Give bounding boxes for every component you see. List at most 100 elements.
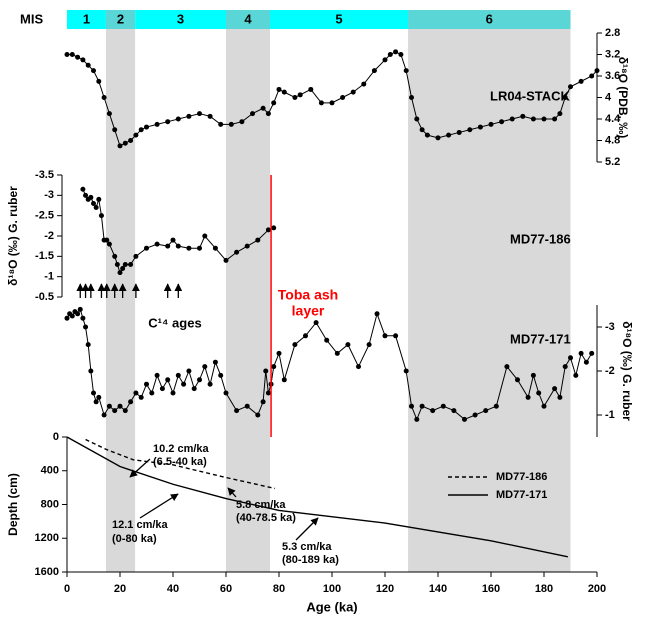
y-tick-label: -1.5 (35, 250, 54, 262)
data-point (313, 320, 319, 326)
data-point (499, 119, 505, 125)
data-point (552, 116, 558, 122)
data-point (244, 243, 250, 249)
data-point (451, 408, 457, 414)
data-point (520, 113, 526, 119)
x-tick-label: 20 (114, 583, 126, 595)
data-point (263, 368, 269, 374)
mis-segment (408, 10, 571, 29)
annotation: C¹⁴ ages (148, 315, 201, 330)
data-point (96, 78, 102, 84)
x-tick-label: 60 (220, 583, 232, 595)
data-point (93, 205, 99, 211)
data-point (276, 350, 282, 356)
mis-label: 2 (117, 11, 124, 26)
data-point (159, 386, 165, 392)
data-point (228, 121, 234, 127)
data-point (488, 121, 494, 127)
series-line (66, 436, 568, 558)
data-point (165, 377, 171, 383)
data-point (361, 81, 367, 87)
x-axis-label: Age (ka) (306, 599, 357, 614)
data-point (154, 241, 160, 247)
data-point (265, 390, 271, 396)
data-point (239, 119, 245, 125)
y-axis-label: δ¹⁸O (‰) G. ruber (620, 321, 634, 421)
y-tick-label: 0 (53, 431, 59, 443)
annotation: (0-80 ka) (112, 533, 157, 545)
data-point (83, 324, 89, 330)
y-tick-label: -3.5 (35, 169, 54, 181)
annotation-arrow (129, 458, 151, 478)
annotation: 5.3 cm/ka (282, 541, 332, 553)
annotation: 5.8 cm/ka (236, 499, 286, 511)
data-point (85, 342, 91, 348)
data-point (96, 196, 102, 202)
data-point (106, 403, 112, 409)
data-point (101, 95, 107, 100)
data-point (493, 403, 499, 409)
data-point (530, 116, 536, 122)
data-point (122, 261, 128, 267)
data-point (515, 377, 520, 383)
annotation: 10.2 cm/ka (153, 443, 210, 455)
annotation: layer (292, 303, 325, 319)
data-point (562, 364, 568, 370)
data-point (138, 127, 144, 133)
y-tick-label: -3 (605, 321, 615, 333)
data-point (186, 368, 192, 374)
data-point (583, 359, 589, 365)
data-point (435, 135, 441, 141)
data-point (271, 225, 277, 231)
data-point (170, 390, 176, 396)
x-tick-label: 200 (588, 583, 606, 595)
x-tick-label: 120 (376, 583, 394, 595)
data-point (557, 111, 563, 117)
data-point (117, 403, 123, 409)
annotation: (80-189 ka) (282, 554, 339, 566)
data-point (106, 241, 112, 247)
data-point (536, 390, 542, 396)
y-axis-label: δ¹⁸O (‰) G. ruber (6, 186, 20, 286)
data-point (525, 394, 531, 400)
x-tick-label: 160 (482, 583, 500, 595)
data-point (552, 386, 558, 392)
data-point (250, 111, 255, 117)
data-point (303, 333, 308, 339)
y-tick-label: -3 (44, 189, 54, 201)
mis-segment (135, 10, 226, 29)
data-point (117, 143, 123, 149)
data-point (472, 412, 478, 418)
data-point (114, 261, 120, 267)
data-point (387, 52, 393, 57)
data-point (419, 403, 425, 409)
mis-label: 6 (486, 11, 493, 26)
data-point (234, 249, 240, 255)
data-point (594, 68, 600, 74)
data-point (223, 257, 229, 263)
data-point (91, 200, 96, 206)
y-axis-label: δ¹⁸O (PDB, ‰) (616, 57, 630, 139)
data-point (117, 270, 123, 276)
mis-label: 1 (83, 11, 90, 26)
data-point (440, 403, 446, 409)
data-point (175, 372, 181, 378)
data-point (120, 266, 126, 272)
data-point (128, 399, 134, 405)
data-point (366, 342, 372, 348)
data-point (128, 138, 134, 143)
data-point (77, 306, 83, 312)
data-point (149, 390, 155, 396)
data-point (393, 49, 399, 55)
data-point (276, 86, 282, 92)
data-point (324, 337, 330, 343)
data-point (144, 245, 149, 251)
data-point (578, 78, 584, 84)
data-point (541, 116, 547, 122)
data-point (138, 394, 144, 400)
data-point (223, 390, 229, 396)
annotation: 12.1 cm/ka (112, 519, 169, 531)
data-point (69, 313, 75, 319)
annotation: Toba ash (278, 287, 338, 303)
data-point (255, 237, 261, 243)
